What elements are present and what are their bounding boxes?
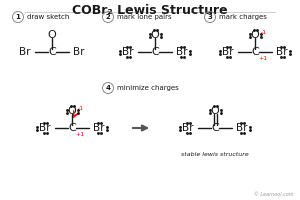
Text: +1: +1	[258, 56, 267, 62]
Text: © Learnool.com: © Learnool.com	[254, 192, 293, 197]
Text: draw sketch: draw sketch	[27, 14, 69, 20]
Text: COBr₂ Lewis Structure: COBr₂ Lewis Structure	[72, 4, 228, 17]
Text: 4: 4	[106, 85, 110, 91]
Text: C: C	[211, 123, 219, 133]
Text: Br: Br	[276, 47, 288, 57]
Text: O: O	[250, 30, 260, 40]
Text: 2: 2	[106, 14, 110, 20]
Text: Br: Br	[19, 47, 31, 57]
Text: C: C	[68, 123, 76, 133]
Text: O: O	[151, 30, 159, 40]
Text: O: O	[211, 106, 219, 116]
Text: O: O	[48, 30, 56, 40]
Text: minimize charges: minimize charges	[117, 85, 179, 91]
Text: Br: Br	[222, 47, 234, 57]
Text: O: O	[68, 106, 76, 116]
Text: Br: Br	[182, 123, 194, 133]
Text: C: C	[48, 47, 56, 57]
Text: -1: -1	[261, 29, 267, 34]
Text: stable lewis structure: stable lewis structure	[181, 152, 249, 156]
Text: +1: +1	[75, 132, 84, 138]
Text: Br: Br	[176, 47, 188, 57]
Text: 3: 3	[208, 14, 212, 20]
Text: -1: -1	[78, 106, 84, 110]
Text: Br: Br	[122, 47, 134, 57]
Text: mark lone pairs: mark lone pairs	[117, 14, 172, 20]
Text: C: C	[151, 47, 159, 57]
Text: Br: Br	[93, 123, 105, 133]
Text: 1: 1	[16, 14, 20, 20]
Text: Br: Br	[73, 47, 85, 57]
Text: Br: Br	[39, 123, 51, 133]
Text: mark charges: mark charges	[219, 14, 267, 20]
Text: C: C	[251, 47, 259, 57]
Text: Br: Br	[236, 123, 248, 133]
